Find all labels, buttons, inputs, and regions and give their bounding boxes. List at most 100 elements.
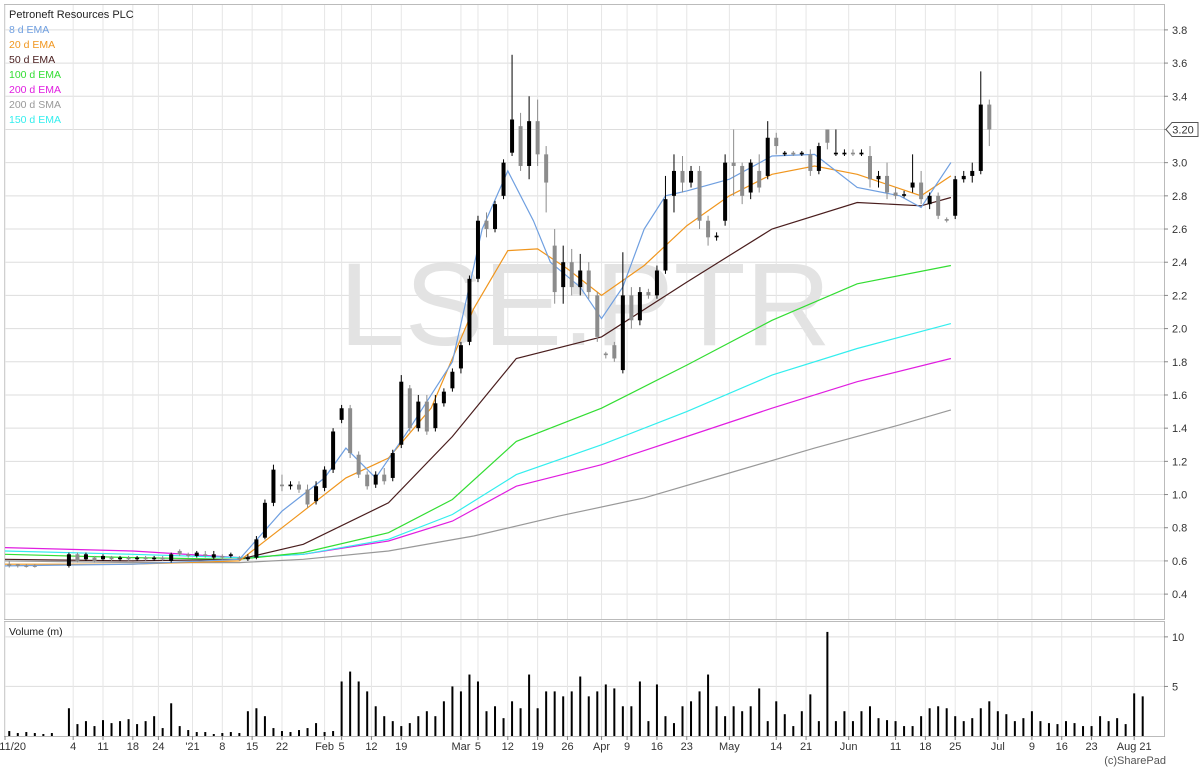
watermark: LSE:PTR [339,239,831,371]
candle [569,248,574,296]
volume-bar [954,716,957,736]
volume-bar [144,721,147,736]
candle [885,162,890,200]
price-tick-label: 1.6 [1172,390,1187,402]
date-tick-label: Jun [840,741,858,753]
candle-body [169,554,174,561]
candle-body [850,152,855,155]
candle [83,552,88,561]
candle [186,552,191,558]
candle-body [467,278,472,342]
volume-bar [374,706,377,736]
candle-body [118,557,123,560]
price-tick-label: 2.6 [1172,224,1187,236]
date-tick-label: Apr [593,741,610,753]
volume-bar [502,718,505,736]
candle-body [902,194,907,196]
date-tick-label: 21 [800,741,812,753]
candle [961,170,966,183]
volume-bar [221,733,224,736]
candle-body [970,170,975,176]
volume-bar [528,674,531,736]
candle-body [876,175,881,180]
volume-bar [255,708,258,736]
candle [288,481,293,490]
candle [177,549,182,556]
legend-100d-ema: 100 d EMA [9,69,61,81]
candle-body [561,262,566,288]
candle-body [126,557,131,560]
date-tick-label: 24 [152,741,164,753]
price-tick-label: 1.8 [1172,357,1187,369]
candle-body [407,388,412,429]
candle-body [595,295,600,337]
candle-body [782,152,787,155]
volume-bar [1047,723,1050,736]
volume-bar [76,724,79,736]
volume-bar [741,711,744,736]
candle-body [450,371,455,389]
date-tick-label: 9 [1029,741,1035,753]
candle-body [791,152,796,155]
volume-bar [8,731,11,736]
volume-bar [817,721,820,736]
volume-bar [246,711,249,736]
candle-body [833,152,838,155]
candle [637,287,642,326]
date-tick-label: 25 [949,741,961,753]
volume-bar [442,701,445,736]
date-tick-label: 16 [1056,741,1068,753]
candle-body [373,474,378,485]
ma-line-8-d-ema [4,153,952,567]
volume-bar [621,706,624,736]
volume-tick-label: 5 [1172,681,1178,693]
candle-body [237,557,242,560]
candle-body [987,104,992,130]
candle-body [365,474,370,487]
ma-line-200-d-sma [4,409,952,564]
volume-bar [1064,721,1067,736]
date-tick-label: Jul [991,741,1005,753]
date-tick-label: 5 [475,741,481,753]
candle [518,112,523,171]
volume-bar [1039,721,1042,736]
candle [441,388,446,407]
volume-bar [851,721,854,736]
volume-bar [263,716,266,736]
volume-bar [800,711,803,736]
volume-bar [664,716,667,736]
volume-bar [33,733,36,736]
volume-bar [332,731,335,736]
candle-body [83,554,88,560]
volume-bar [110,723,113,736]
candle [944,217,949,223]
candle-body [919,182,924,200]
candle [578,253,583,296]
volume-bar [937,706,940,736]
candle [663,175,668,274]
candle-body [288,484,293,487]
volume-bar [161,728,164,736]
candle-body [620,295,625,371]
candle-body [714,235,719,238]
volume-bar [400,726,403,736]
volume-bar [604,684,607,736]
volume-bar [50,733,53,736]
candle [689,165,694,188]
volume-bar [340,681,343,736]
volume-bar [187,730,190,736]
volume-tick-label: 10 [1172,632,1184,644]
price-tick-label: 3.8 [1172,25,1187,37]
volume-bar [877,718,880,736]
candle [987,99,992,147]
legend-200d-ema: 200 d EMA [9,84,61,96]
candle-body [314,486,319,502]
candle [228,552,233,558]
candle-body [978,104,983,171]
candle [424,394,429,435]
date-tick-label: 11 [890,741,901,753]
volume-bar [860,711,863,736]
candle [194,550,199,558]
last-price-label: 3.20 [1172,124,1193,136]
